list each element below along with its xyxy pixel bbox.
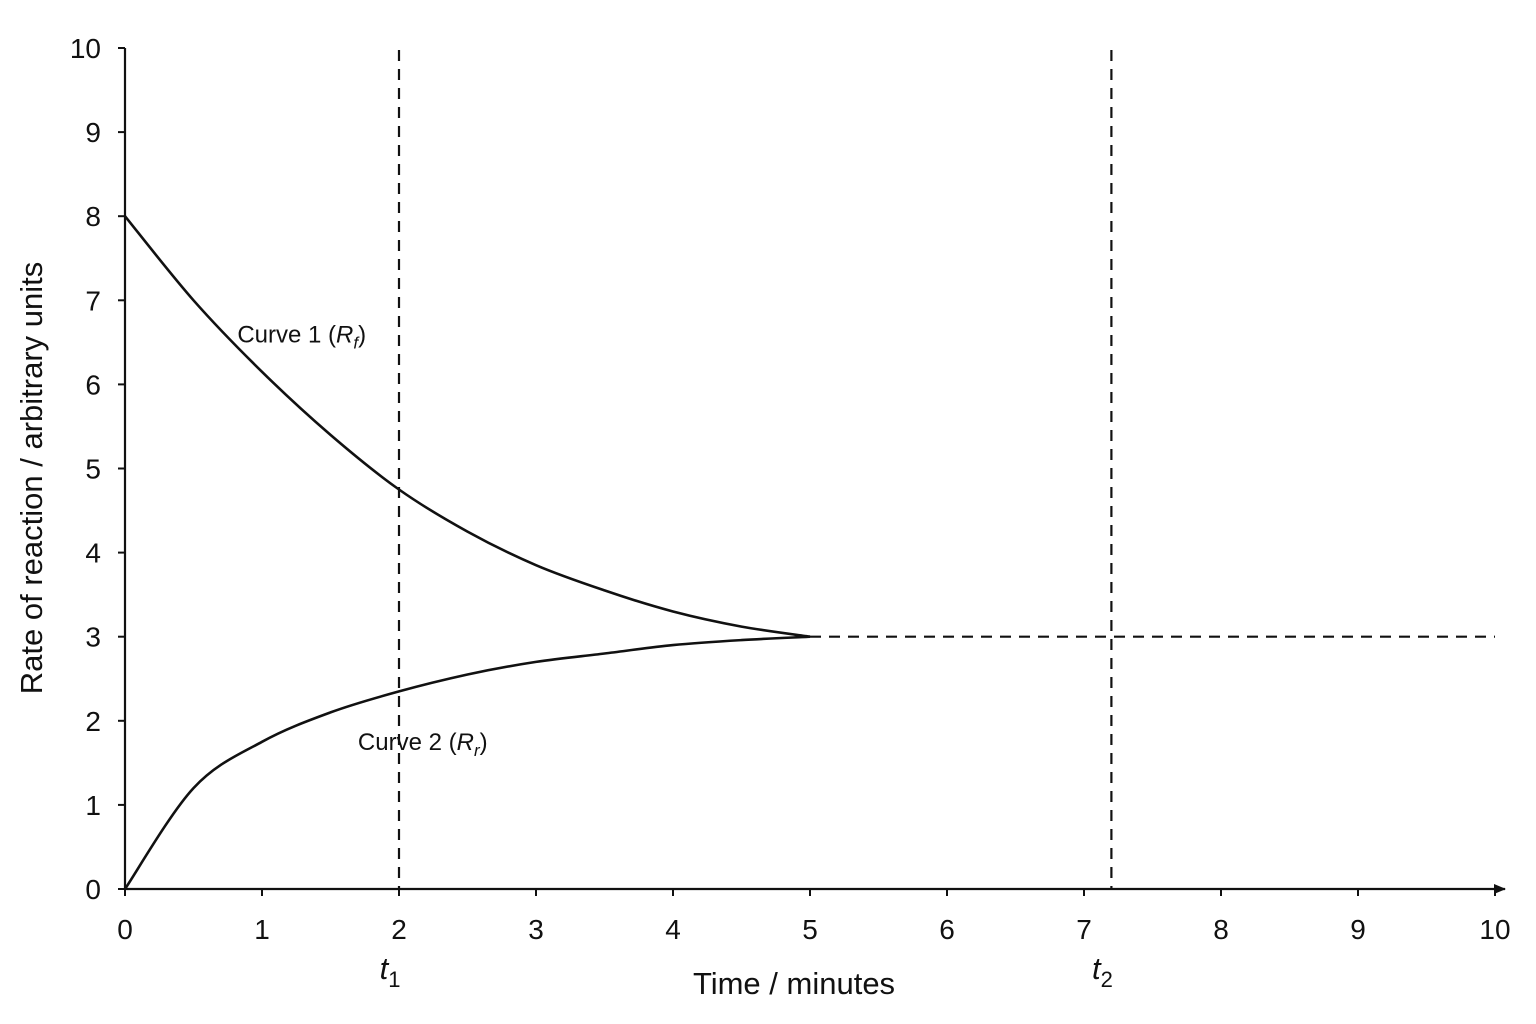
curve-1-line: [123, 215, 811, 638]
y-tick-label: 10: [70, 33, 101, 64]
y-tick-label: 4: [85, 538, 101, 569]
x-tick-label: 6: [939, 914, 955, 945]
y-tick-label: 0: [85, 874, 101, 905]
curve-1-label: Curve 1 (Rf): [237, 321, 366, 352]
y-tick-label: 7: [85, 285, 101, 316]
curve-2-label: Curve 2 (Rr): [358, 729, 488, 760]
x-tick-label: 8: [1213, 914, 1229, 945]
x-tick-label: 10: [1479, 914, 1510, 945]
y-tick-label: 9: [85, 117, 101, 148]
y-tick-label: 8: [85, 201, 101, 232]
x-tick-label: 3: [528, 914, 544, 945]
x-axis-title: Time / minutes: [693, 966, 895, 1001]
y-axis-title: Rate of reaction / arbitrary units: [14, 262, 49, 694]
x-tick-label: 7: [1076, 914, 1092, 945]
curve-labels: Curve 1 (Rf) Curve 2 (Rr): [237, 321, 487, 760]
time-marker-1-label: t1: [380, 951, 401, 992]
x-tick-label: 0: [117, 914, 133, 945]
x-axis-ticks: 0 1 2 3 4 5 6 7 8 9 10: [117, 889, 1511, 945]
x-tick-label: 4: [665, 914, 681, 945]
y-tick-label: 3: [85, 622, 101, 653]
time-marker-2-label: t2: [1092, 951, 1113, 992]
curve-2-line: [123, 635, 811, 890]
y-tick-label: 5: [85, 454, 101, 485]
x-tick-label: 5: [802, 914, 818, 945]
curves: [123, 215, 811, 890]
y-axis-ticks: 0 1 2 3 4 5 6 7 8 9 10: [70, 33, 125, 905]
x-tick-label: 9: [1350, 914, 1366, 945]
y-tick-label: 2: [85, 706, 101, 737]
x-tick-label: 2: [391, 914, 407, 945]
y-tick-label: 1: [85, 790, 101, 821]
y-tick-label: 6: [85, 369, 101, 400]
time-markers: t1 t2: [380, 50, 1495, 992]
x-tick-label: 1: [254, 914, 270, 945]
